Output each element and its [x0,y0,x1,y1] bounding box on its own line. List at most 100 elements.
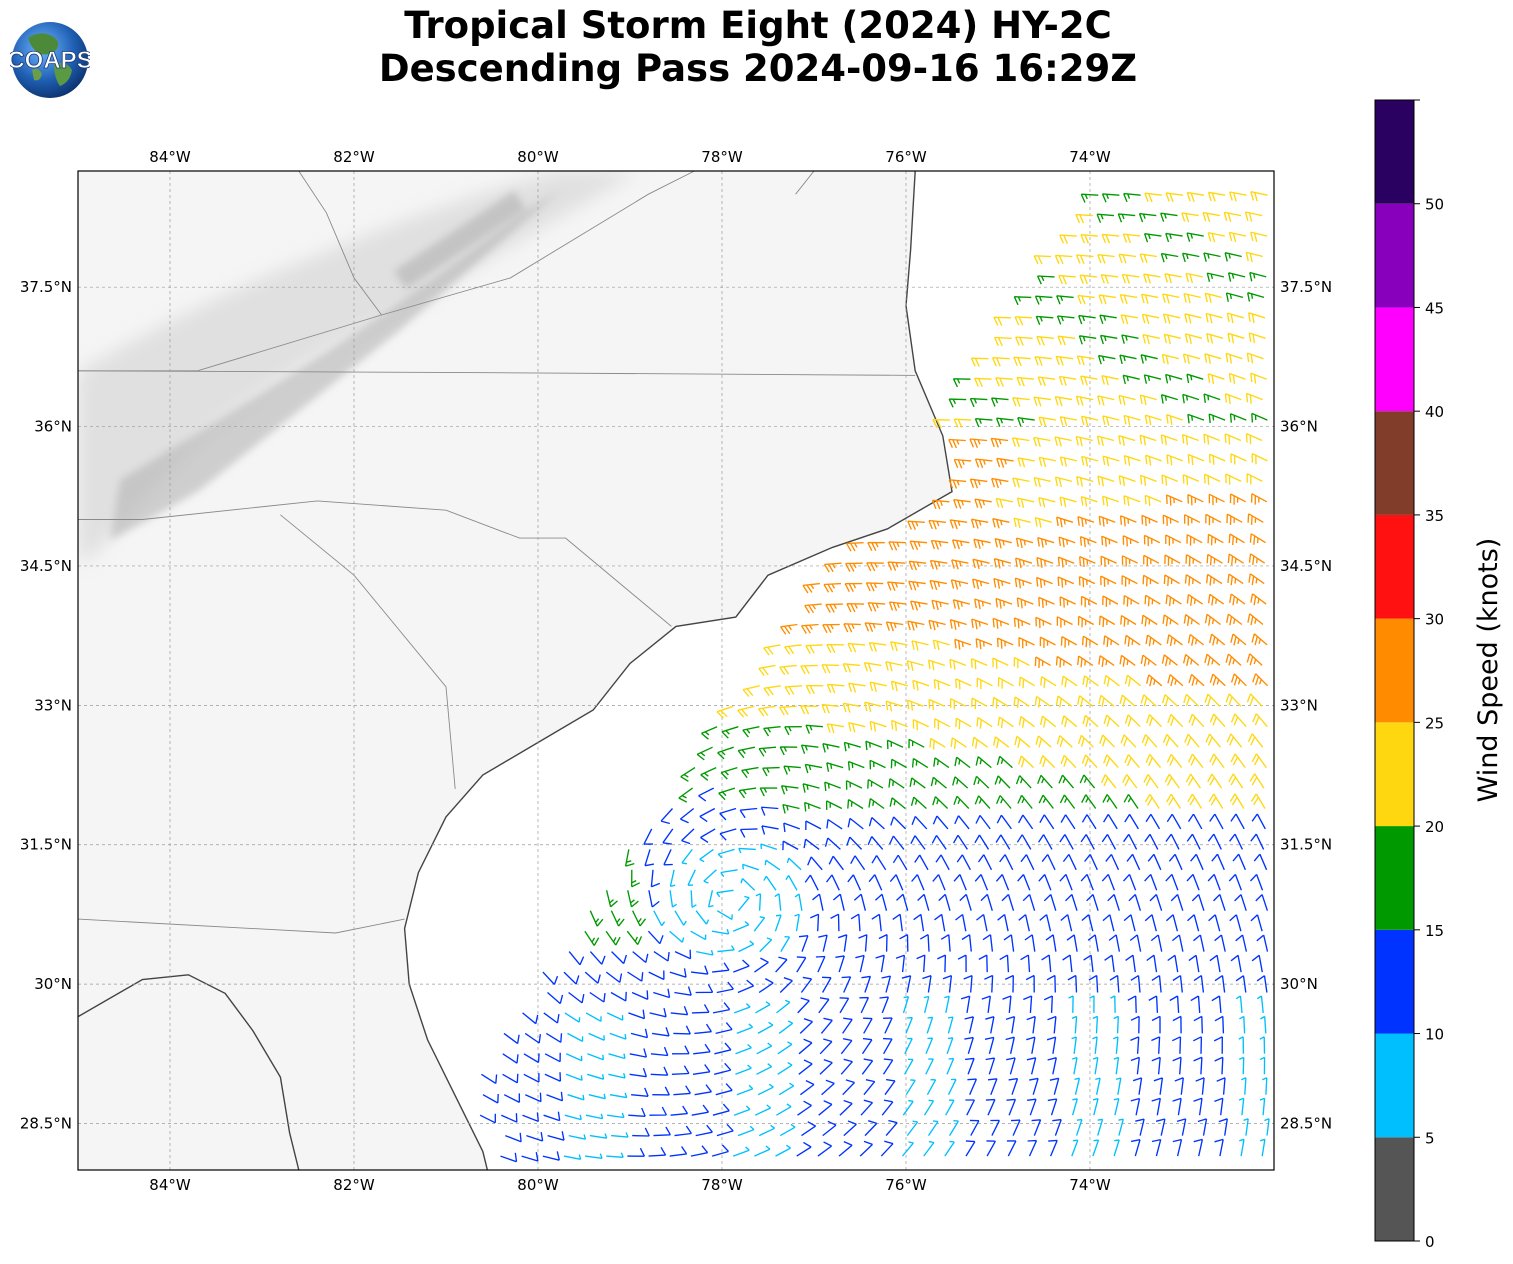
wind-barb [1078,335,1097,345]
colorbar-tick-label: 50 [1425,196,1444,214]
wind-barb [1186,191,1205,203]
wind-barb [1035,735,1052,748]
wind-barb [1251,954,1263,973]
wind-barb [1250,793,1266,809]
wind-barb [1113,1036,1119,1054]
wind-barb [1101,535,1118,547]
wind-barb [1037,376,1056,387]
wind-barb [1166,454,1184,466]
wind-barb [1207,191,1226,202]
wind-barb [756,1063,773,1075]
wind-barb [932,874,946,891]
wind-barb [1253,853,1268,871]
wind-barb [653,951,670,962]
wind-barb [1100,555,1117,567]
wind-barb [678,787,693,803]
wind-barb [1071,1015,1078,1034]
wind-barb [1122,233,1141,244]
wind-barb [1185,272,1203,284]
wind-barb [993,336,1012,347]
wind-barb [1162,293,1180,304]
wind-barb [1109,974,1120,993]
wind-barb [647,930,664,945]
wind-barb [1124,674,1142,687]
wind-barb [1139,253,1158,264]
wind-barb [995,497,1014,509]
wind-barb [1123,455,1141,466]
wind-barb [1225,693,1242,707]
wind-barb [1204,353,1222,364]
wind-barb [999,954,1010,973]
wind-barb [1165,833,1180,850]
wind-barb [818,997,830,1014]
wind-barb [1144,594,1161,607]
wind-barb [855,954,865,973]
wind-barb [1214,934,1226,952]
wind-barb [823,562,842,573]
wind-barb [1188,713,1205,728]
wind-barb [1081,914,1094,932]
wind-barb [1077,734,1094,748]
wind-barb [786,857,802,871]
wind-barb [774,893,782,911]
wind-barb [1033,476,1051,488]
wind-barb [755,893,762,911]
wind-barb [737,895,750,912]
wind-barb [1097,475,1115,487]
wind-barb [844,582,863,593]
wind-barb [1251,813,1266,830]
wind-barb [777,1062,793,1075]
wind-barb [1162,514,1179,526]
wind-barb [902,1099,914,1116]
wind-barb [1229,493,1247,505]
wind-barb [899,934,909,952]
wind-barb [1056,315,1075,325]
wind-barb [720,766,738,780]
wind-barb [975,756,992,769]
colorbar-tick-label: 35 [1425,507,1444,525]
wind-barb [759,787,778,797]
wind-barb [778,1020,794,1034]
wind-barb [585,1012,602,1022]
wind-barb [847,642,866,653]
wind-barb [589,1133,608,1139]
wind-barb [696,746,713,761]
wind-barb [997,913,1009,932]
wind-barb [1141,614,1158,627]
wind-barb [1052,1118,1062,1136]
wind-barb [910,796,927,810]
state-border [78,918,405,934]
wind-barb [805,684,824,695]
wind-barb [953,458,972,469]
wind-barb [868,798,885,810]
wind-barb [784,726,802,736]
wind-barb [973,538,991,549]
wind-barb [1141,514,1158,527]
wind-barb [1226,613,1243,626]
wind-barb [821,1079,835,1096]
wind-barb [1226,513,1243,526]
wind-barb [1122,774,1138,789]
wind-barb [690,890,697,908]
wind-barb [715,1083,733,1096]
wind-barb [928,619,946,631]
wind-barb [1251,452,1268,465]
wind-barb [1080,375,1098,386]
wind-barb [1230,813,1245,830]
wind-barb [861,1037,873,1055]
wind-barb [1184,313,1202,324]
wind-barb [804,603,822,614]
colorbar: 0 5 10 15 20 25 30 35 40 45 50 Wind Speed (knots) [1374,99,1504,1251]
wind-barb [823,582,842,593]
wind-barb [1092,1056,1099,1075]
wind-barb [1203,393,1221,403]
wind-barb [1153,1077,1164,1095]
wind-barb [1043,995,1053,1013]
wind-barb [712,1002,731,1014]
wind-barb [1023,995,1033,1013]
wind-barb [754,1145,771,1157]
wind-barb [977,854,993,871]
wind-barb [1099,734,1116,748]
wind-barb [1167,713,1184,728]
wind-barb [923,995,930,1014]
